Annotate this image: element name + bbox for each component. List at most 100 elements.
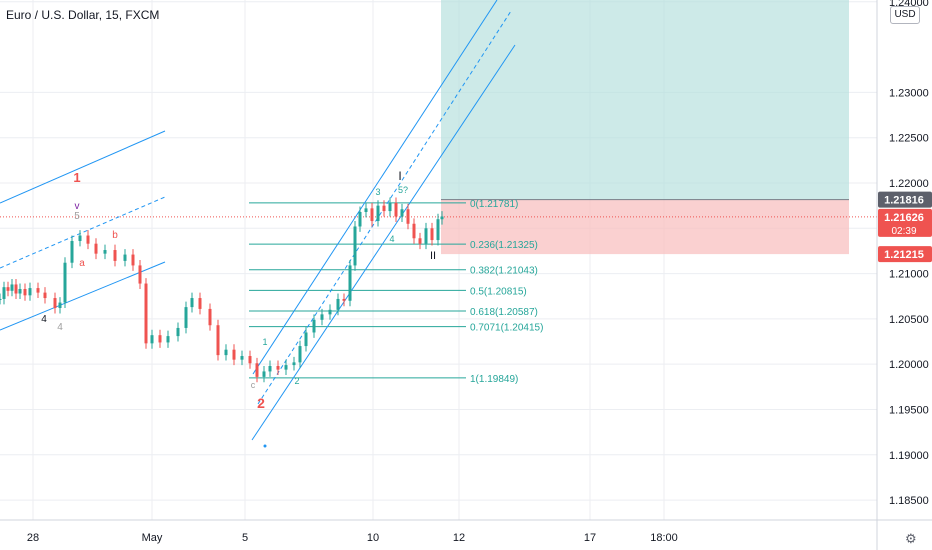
candle-body [394,202,398,217]
candle-body [400,209,404,217]
price-badge-label: 1.21816 [884,195,924,207]
candle-body [276,365,280,370]
fib-level-label: 0.7071(1.20415) [470,323,543,334]
fib-level-label: 0.382(1.21043) [470,266,538,277]
candle-body [358,211,362,227]
y-tick-label: 1.24000 [889,0,929,9]
candle-body [336,298,340,310]
wave-label: b [112,230,118,241]
candle-body [304,332,308,347]
candle-body [224,349,228,356]
x-tick-label: 12 [453,532,465,544]
candle-body [248,356,252,364]
candle-body [150,335,154,344]
candle-body [232,349,236,360]
candle-body [430,228,434,241]
candle-body [268,365,272,372]
wave-label: a [79,258,85,269]
candle-body [208,308,212,326]
channel-anchor [263,444,267,448]
y-tick-label: 1.20000 [889,359,929,371]
candle-body [388,202,392,212]
candle-body [312,319,316,333]
candle-body [418,238,422,244]
candle-body [78,235,82,241]
wave-label: 2 [257,395,265,411]
candle-body [70,240,74,263]
price-badges: 1.21816 1.21626 02:39 1.21215 [878,191,932,263]
wave-label: 4 [57,322,63,333]
candle-body [123,254,127,261]
candle-body [6,287,10,291]
candle-body [28,288,32,296]
y-tick-label: 1.18500 [889,495,929,507]
wave-label: c [251,380,256,390]
candle-body [158,335,162,343]
countdown-label: 02:39 [891,226,916,237]
candle-body [23,288,27,296]
channel-line [0,261,166,331]
wave-label: 5 [74,211,80,222]
candle-body [328,309,332,315]
price-badge-label: 1.21215 [884,249,924,261]
gear-icon[interactable]: ⚙ [905,531,917,546]
candle-body [131,254,135,266]
wave-label: I [398,169,401,183]
channel-line [0,130,166,204]
candle-body [240,356,244,360]
wave-label: v [75,201,80,212]
candle-body [412,223,416,239]
fib-level-label: 0.618(1.20587) [470,307,538,318]
candle-body [58,302,62,309]
candle-body [370,208,374,222]
price-badge [878,246,932,263]
candle-body [342,298,346,301]
target-zone [441,0,849,200]
candles [0,197,444,383]
wave-label: 1 [262,337,267,347]
candle-body [18,288,22,294]
channel-line [251,44,516,441]
candle-body [298,346,302,363]
y-tick-label: 1.22000 [889,178,929,190]
candle-body [406,209,410,224]
candle-body [436,219,440,241]
fib-level-label: 0(1.21781) [470,199,518,210]
time-axis: 28 May 5 10 12 17 18:00 [0,519,932,544]
x-tick-label: May [142,532,163,544]
candle-body [292,362,296,366]
fib-level-label: 0.5(1.20815) [470,286,527,297]
x-tick-label: 10 [367,532,379,544]
price-badge [878,191,932,208]
candle-body [440,216,444,220]
candle-body [190,298,194,308]
candle-body [14,284,18,294]
candle-body [0,298,2,300]
channel-line [0,196,166,269]
fib-retracement: 0(1.21781) 0.236(1.21325) 0.382(1.21043) 0.… [249,199,543,385]
candle-body [176,327,180,337]
fib-level-label: 1(1.19849) [470,374,518,385]
candle-body [382,205,386,212]
candle-body [364,208,368,212]
candle-body [113,250,117,261]
y-tick-label: 1.19500 [889,404,929,416]
candle-body [10,284,14,291]
x-tick-label: 5 [242,532,248,544]
candle-body [348,265,352,301]
candle-body [320,314,324,320]
candle-body [53,298,57,309]
y-tick-label: 1.23000 [889,87,929,99]
candle-body [144,283,148,344]
candle-body [2,287,6,299]
chart-title: Euro / U.S. Dollar, 15, FXCM [6,8,160,22]
y-tick-label: 1.20500 [889,314,929,326]
currency-button[interactable]: USD [890,6,920,24]
candle-body [262,371,266,377]
candle-body [424,228,428,244]
wave-label: 2 [294,376,299,386]
fib-level-label: 0.236(1.21325) [470,240,538,251]
candle-body [284,365,288,370]
